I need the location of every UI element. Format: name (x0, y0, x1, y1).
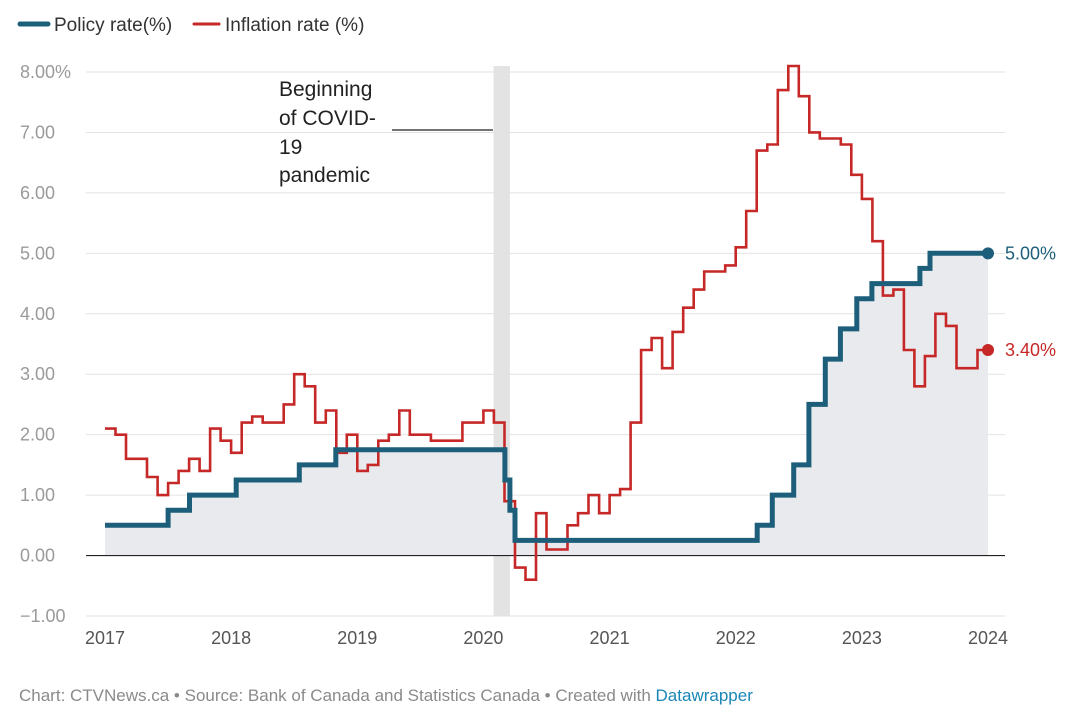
footer-source: Source: Bank of Canada and Statistics Ca… (184, 686, 540, 705)
x-tick-label: 2021 (590, 628, 630, 648)
footer-separator: • (539, 686, 556, 705)
footer-created: Created with (555, 686, 656, 705)
footer-credit: Chart: CTVNews.ca (19, 686, 170, 705)
annotation-text-line: of COVID- (279, 107, 376, 130)
inflation-rate-end-label: 3.40% (1005, 340, 1056, 360)
inflation-rate-line (105, 64, 988, 581)
policy-rate-area (105, 253, 988, 556)
policy-rate-end-label: 5.00% (1005, 243, 1056, 263)
y-axis-tick-labels: 8.00% 7.00 6.00 5.00 4.00 3.00 2.00 1.00 0.00 −1.… (20, 62, 71, 626)
footer-separator: • (169, 686, 185, 705)
y-tick-label: 6.00 (20, 183, 55, 203)
x-tick-label: 2018 (211, 628, 251, 648)
y-tick-label: 3.00 (20, 364, 55, 384)
annotation-text-line: 19 (279, 136, 302, 159)
legend: Policy rate(%) Inflation rate (%) (17, 15, 364, 36)
y-tick-label: 8.00% (20, 62, 71, 82)
x-tick-label: 2024 (968, 628, 1008, 648)
inflation-rate-end-marker (982, 344, 994, 357)
annotation-text-line: pandemic (279, 164, 370, 187)
y-tick-label: −1.00 (20, 606, 66, 626)
grid-layer (86, 71, 1005, 617)
annotation-text-line: Beginning (279, 78, 372, 101)
x-tick-label: 2022 (716, 628, 756, 648)
y-tick-label: 5.00 (20, 243, 55, 263)
x-axis-tick-labels: 2017 2018 2019 2020 2021 2022 2023 2024 (85, 628, 1008, 648)
area-layer (105, 253, 988, 556)
end-label-layer: 5.00% 3.40% (1005, 243, 1056, 360)
series-layer (105, 64, 994, 581)
y-tick-label: 0.00 (20, 546, 55, 566)
chart-footer: Chart: CTVNews.ca • Source: Bank of Cana… (19, 686, 753, 706)
annotation-layer: Beginning of COVID- 19 pandemic (279, 78, 493, 187)
policy-rate-end-marker (982, 247, 994, 260)
y-tick-label: 1.00 (20, 485, 55, 505)
x-tick-label: 2019 (337, 628, 377, 648)
x-tick-label: 2020 (463, 628, 503, 648)
legend-label-policy-rate: Policy rate(%) (54, 15, 172, 36)
datawrapper-link[interactable]: Datawrapper (655, 686, 753, 705)
x-tick-label: 2017 (85, 628, 125, 648)
x-tick-label: 2023 (842, 628, 882, 648)
y-tick-label: 2.00 (20, 425, 55, 445)
y-tick-label: 4.00 (20, 304, 55, 324)
legend-label-inflation-rate: Inflation rate (%) (225, 15, 364, 36)
y-tick-label: 7.00 (20, 122, 55, 142)
policy-rate-line (105, 250, 988, 543)
